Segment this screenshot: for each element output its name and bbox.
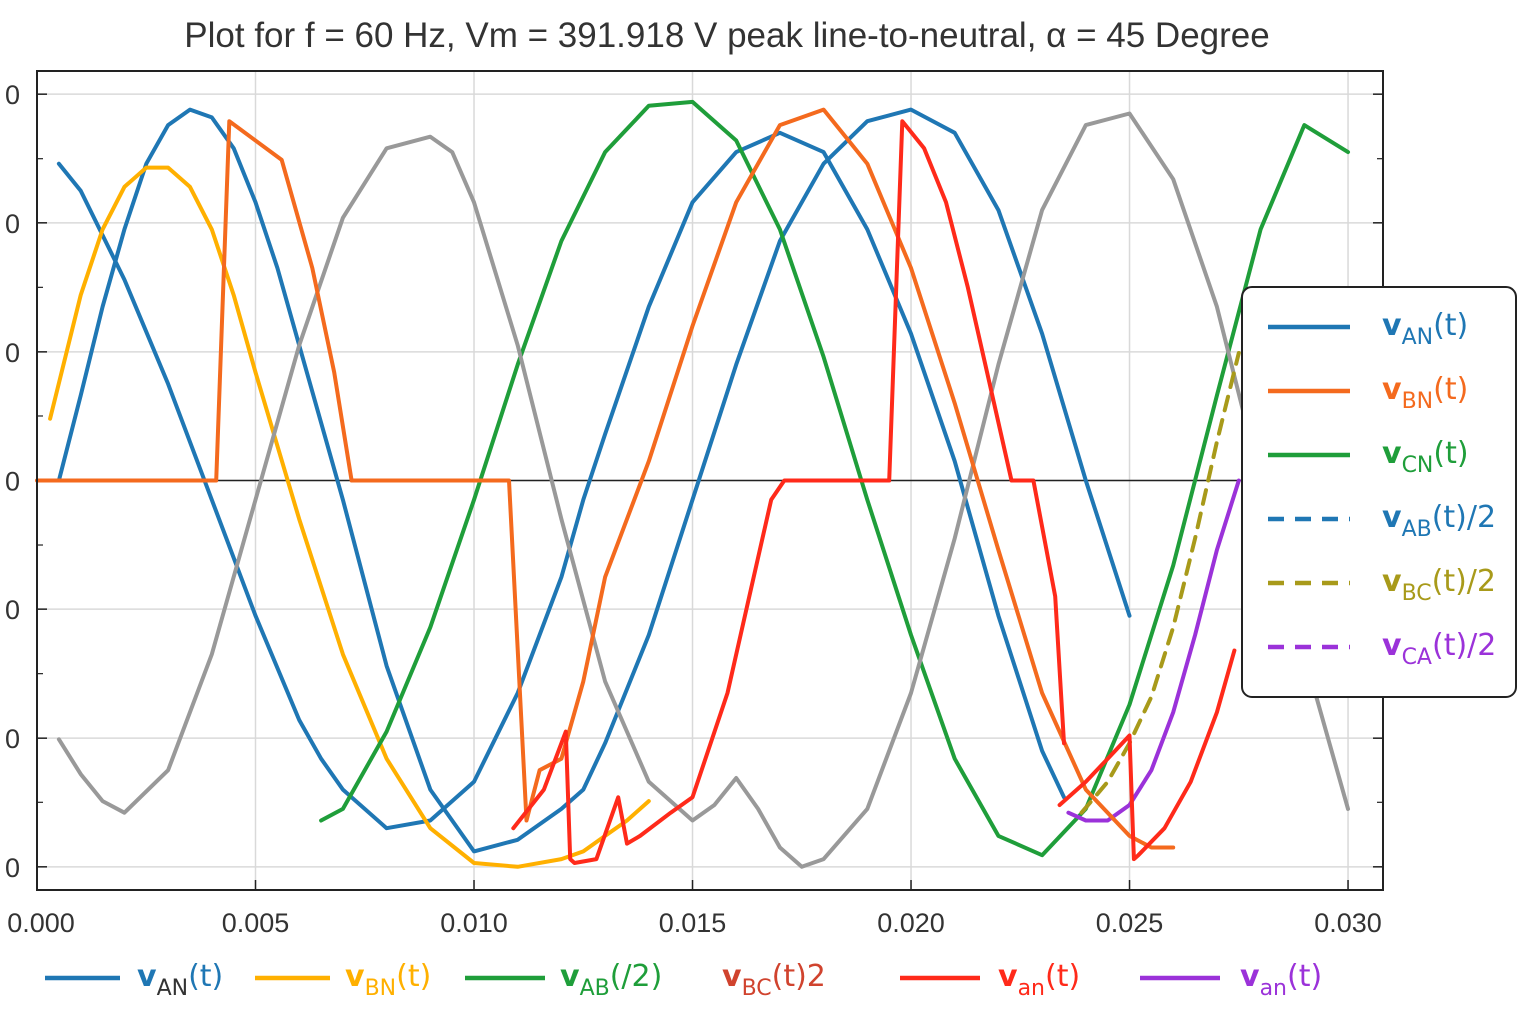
legend: vAN(t) vBN(t) vCN(t) vAB(t)/2 vBC(t)/2 vCA(t)… [1241,286,1517,698]
legend-label: vAN(t) [1382,308,1468,350]
series-line [1066,478,1241,823]
bottom-legend: vAN(t) vBN(t) vAB(/2) vBC(t)2 van(t) van(t) [45,959,1322,1001]
legend-label: vCN(t) [1382,436,1469,478]
x-tick-label: 0.030 [1314,908,1382,938]
series-line [1057,648,1237,862]
x-tick-label: 0.015 [659,908,727,938]
x-tick-label: 0.005 [222,908,290,938]
x-tick-label: 0.000 [7,908,75,938]
legend-label: vBC(t)/2 [1382,564,1496,606]
series-line [56,111,1350,869]
x-tick-labels: 0.000 0.005 0.010 0.015 0.020 0.025 0.030 [7,908,1382,938]
series-line [48,165,651,869]
y-tick-label: 0 [5,467,20,497]
series-line [319,99,1350,858]
y-tick-label: 0 [5,724,20,754]
legend-label: vCA(t)/2 [1382,628,1496,670]
y-tick-label: 0 [5,338,20,368]
y-tick-label: 0 [5,80,20,110]
legend-label: vAN(t) [137,959,223,1001]
series-group [35,99,1350,869]
legend-label: vBC(t)2 [722,959,826,1001]
legend-label: vBN(t) [345,959,431,1001]
y-tick-label: 0 [5,853,20,883]
legend-label: van(t) [1240,959,1322,1001]
legend-label: vBN(t) [1382,372,1468,414]
series-line [1079,351,1241,815]
legend-label: vAB(/2) [560,959,662,1001]
x-tick-label: 0.010 [440,908,508,938]
series-line [511,119,1066,865]
y-tick-labels: 0 0 0 0 0 0 0 [5,80,20,883]
y-tick-label: 0 [5,595,20,625]
x-tick-label: 0.020 [877,908,945,938]
x-tick-label: 0.025 [1096,908,1164,938]
series-line [35,107,1176,850]
legend-label: van(t) [998,959,1080,1001]
series-line [56,107,1132,854]
chart-title: Plot for f = 60 Hz, Vm = 391.918 V peak … [184,16,1269,55]
y-tick-label: 0 [5,209,20,239]
legend-label: vAB(t)/2 [1382,500,1496,542]
